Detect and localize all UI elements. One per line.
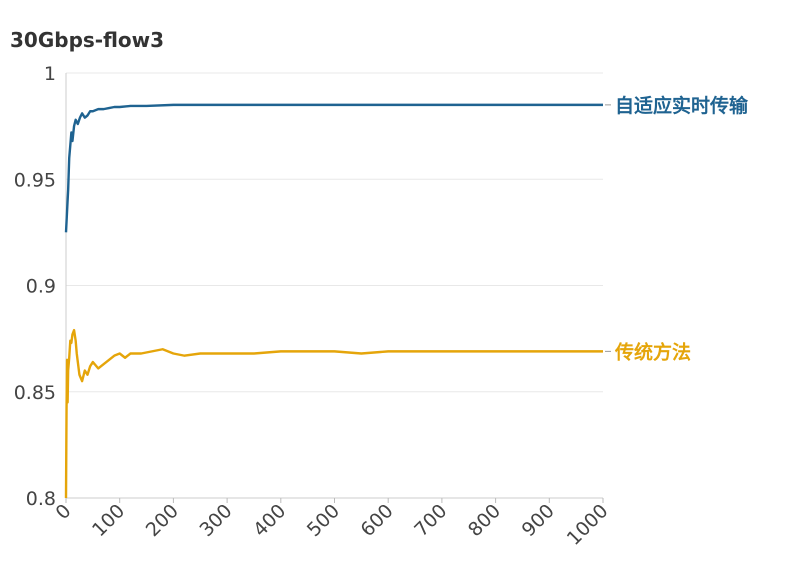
series-lines — [64, 103, 603, 499]
y-tick-label: 0.9 — [26, 276, 56, 298]
series-line-0 — [64, 103, 603, 233]
x-tick-label: 1000 — [563, 500, 613, 550]
series-label-0: 自适应实时传输 — [615, 94, 749, 117]
x-axis-ticks: 0 100 200 300 400 500 600 700 800 900 1000 — [51, 498, 613, 550]
series-line-1 — [64, 328, 603, 499]
x-tick-label: 0 — [51, 500, 75, 524]
x-tick-label: 600 — [357, 500, 398, 541]
x-tick-label: 200 — [142, 500, 183, 541]
y-tick-label: 0.85 — [14, 382, 56, 404]
x-tick-label: 300 — [195, 500, 236, 541]
x-tick-label: 500 — [303, 500, 344, 541]
x-tick-label: 400 — [249, 500, 290, 541]
y-axis-ticks: 0.8 0.85 0.9 0.95 1 — [14, 63, 56, 510]
x-tick-label: 900 — [518, 500, 559, 541]
grid-lines — [66, 72, 603, 499]
y-tick-label: 0.8 — [26, 488, 56, 510]
y-tick-label: 0.95 — [14, 169, 56, 191]
series-label-1: 传统方法 — [614, 340, 691, 363]
y-tick-label: 1 — [44, 63, 56, 85]
x-tick-label: 700 — [410, 500, 451, 541]
x-tick-label: 800 — [464, 500, 505, 541]
chart-title: 30Gbps-flow3 — [10, 28, 165, 52]
x-tick-label: 100 — [88, 500, 129, 541]
